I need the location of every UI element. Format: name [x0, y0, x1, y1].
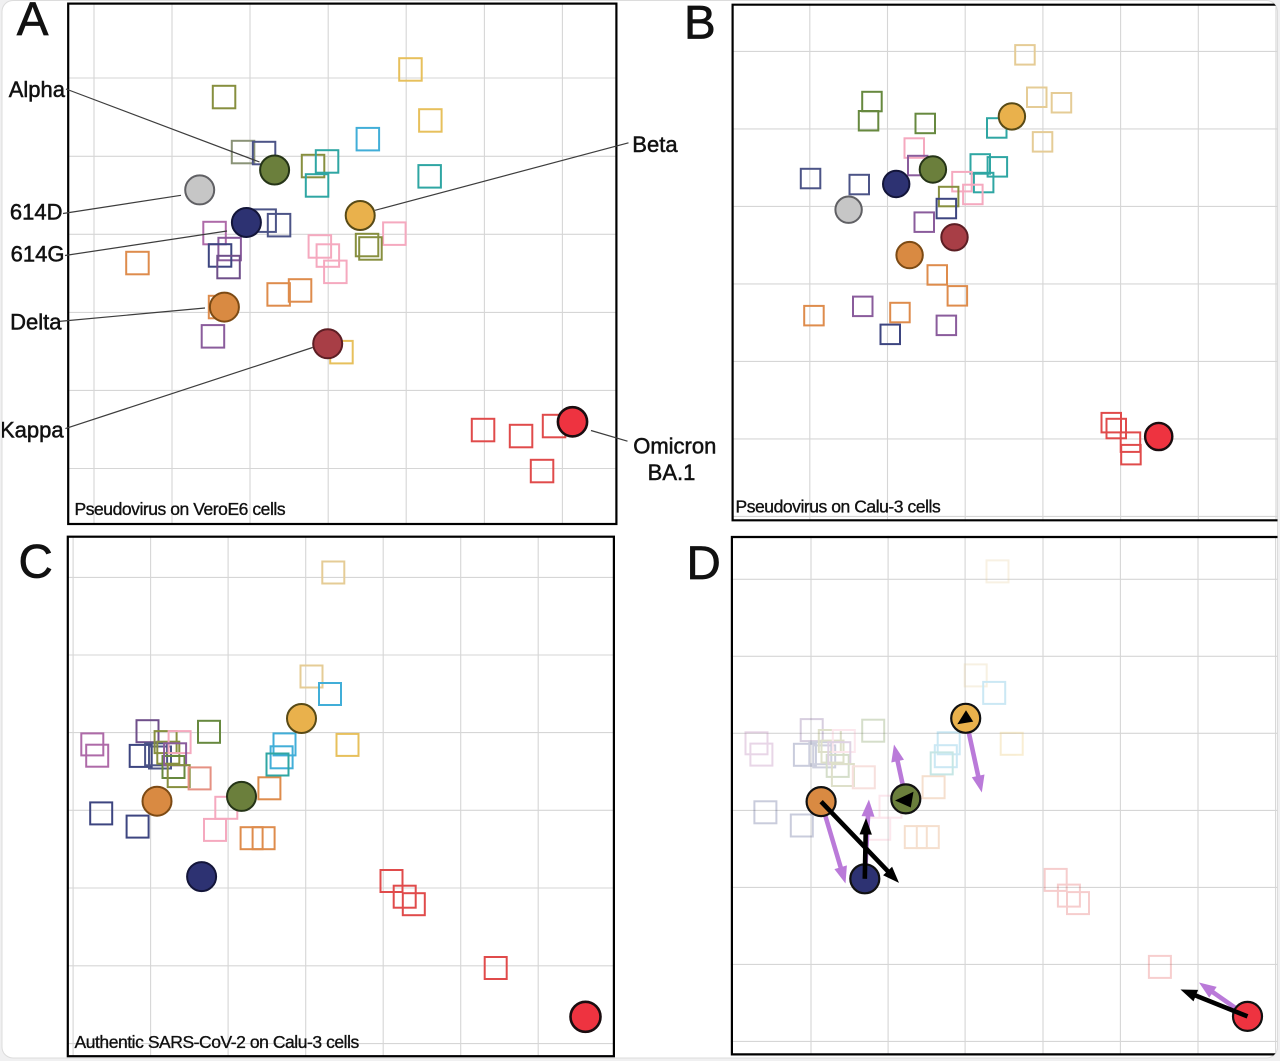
- svg-text:Kappa: Kappa: [0, 418, 64, 443]
- svg-text:Beta: Beta: [632, 132, 678, 157]
- svg-text:Pseudovirus on VeroE6 cells: Pseudovirus on VeroE6 cells: [75, 499, 286, 519]
- svg-text:614D: 614D: [10, 200, 63, 225]
- svg-text:Authentic SARS-CoV-2 on Calu-3: Authentic SARS-CoV-2 on Calu-3 cells: [75, 1032, 360, 1052]
- svg-text:D: D: [687, 537, 721, 590]
- svg-text:B: B: [684, 0, 716, 50]
- svg-text:BA.1: BA.1: [648, 460, 696, 485]
- svg-text:Delta: Delta: [10, 310, 62, 335]
- svg-text:A: A: [17, 0, 49, 46]
- svg-text:Omicron: Omicron: [633, 433, 716, 458]
- svg-text:Alpha: Alpha: [9, 77, 66, 102]
- svg-text:C: C: [19, 536, 53, 589]
- svg-text:Pseudovirus on Calu-3 cells: Pseudovirus on Calu-3 cells: [736, 496, 941, 516]
- svg-text:614G: 614G: [11, 242, 65, 267]
